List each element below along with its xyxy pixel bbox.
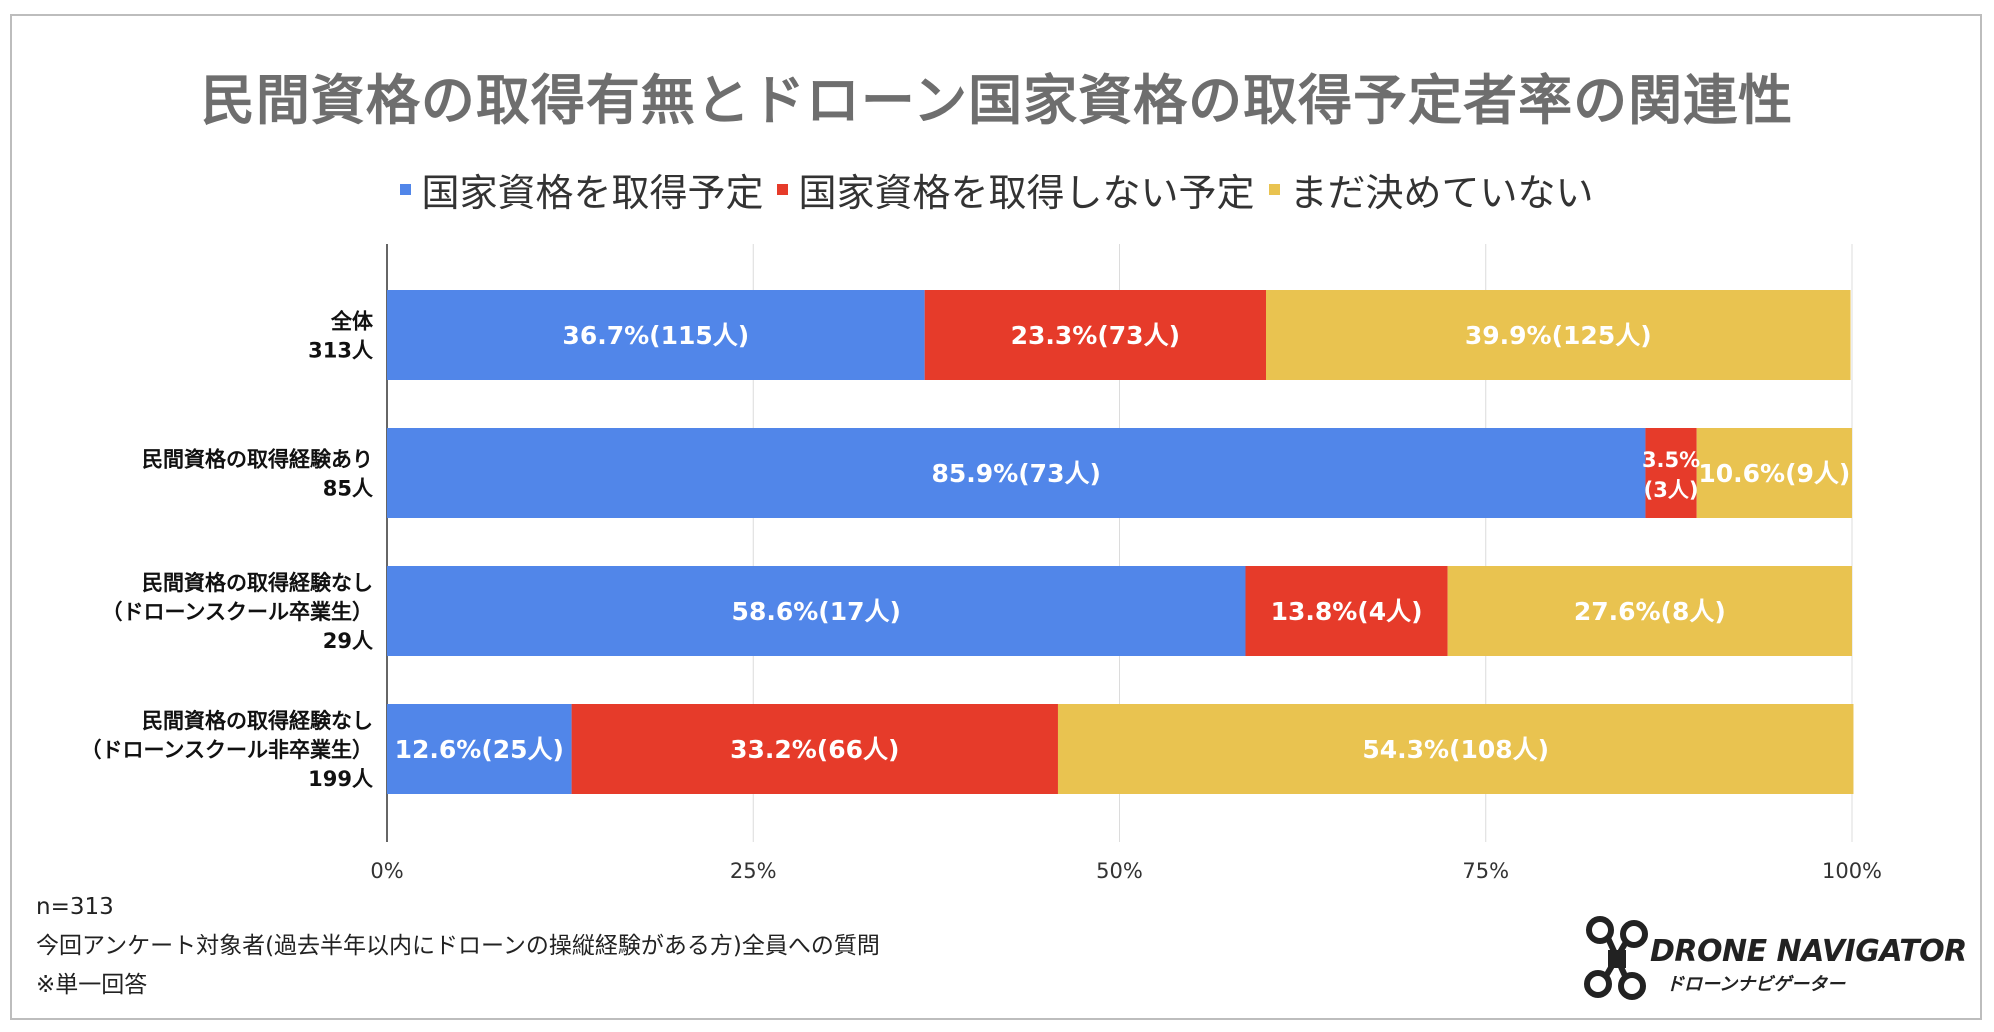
data-label: 58.6%(17人): [732, 597, 901, 626]
bar-segment: [387, 428, 1646, 518]
bar-segment: [1447, 566, 1852, 656]
sample-size-note: n=313: [36, 894, 114, 920]
bar-segment: [1645, 428, 1697, 518]
legend-swatch-red: [777, 184, 789, 195]
x-tick-label: 75%: [1462, 859, 1509, 883]
data-label: 23.3%(73人): [1011, 321, 1180, 350]
bar-segment: [571, 704, 1058, 794]
data-label: 3.5%: [1642, 448, 1700, 472]
logo-wordmark: DRONE NAVIGATOR: [1650, 934, 1967, 969]
legend-swatch-yellow: [1268, 184, 1280, 195]
bar-labels: 36.7%(115人) 23.3%(73人) 39.9%(125人) 85.9%(73…: [395, 321, 1851, 764]
category-label: （ドローンスクール卒業生）: [101, 600, 373, 624]
bar-segment: [924, 290, 1266, 380]
category-label: （ドローンスクール非卒業生）: [80, 738, 373, 762]
x-tick-label: 50%: [1096, 859, 1143, 883]
category-label: 29人: [323, 629, 373, 653]
data-label: (3人): [1644, 478, 1699, 502]
bar-segment: [1057, 704, 1854, 794]
category-label: 民間資格の取得経験なし: [142, 709, 373, 733]
category-label: 199人: [308, 767, 373, 791]
question-target-note: 今回アンケート対象者(過去半年以内にドローンの操縦経験がある方)全員への質問: [36, 933, 880, 959]
category-label: 85人: [323, 477, 373, 501]
data-label: 27.6%(8人): [1574, 597, 1726, 626]
footnotes: n=313 今回アンケート対象者(過去半年以内にドローンの操縦経験がある方)全員…: [36, 888, 880, 1005]
legend-item-not-planned: 国家資格を取得しない予定: [777, 162, 1255, 217]
legend-label: 国家資格を取得予定: [421, 171, 764, 215]
legend-swatch-blue: [400, 184, 412, 195]
data-label: 10.6%(9人): [1698, 459, 1850, 488]
data-label: 39.9%(125人): [1465, 321, 1652, 350]
data-label: 12.6%(25人): [395, 735, 564, 764]
bars: [387, 290, 1854, 794]
category-label: 313人: [308, 339, 373, 363]
data-label: 13.8%(4人): [1271, 597, 1423, 626]
category-label: 全体: [330, 310, 374, 334]
bar-segment: [1696, 428, 1852, 518]
answer-type-note: ※単一回答: [36, 972, 148, 998]
bar-segment: [1245, 566, 1448, 656]
legend-item-undecided: まだ決めていない: [1268, 162, 1594, 217]
category-label: 民間資格の取得経験あり: [142, 448, 373, 472]
bar-segment: [387, 290, 925, 380]
data-label: 54.3%(108人): [1362, 735, 1549, 764]
drone-logo-icon: [1584, 916, 1648, 1000]
data-label: 36.7%(115人): [562, 321, 749, 350]
data-label: 33.2%(66人): [730, 735, 899, 764]
x-tick-label: 25%: [730, 859, 777, 883]
legend-item-planned: 国家資格を取得予定: [400, 162, 763, 217]
x-tick-label: 0%: [370, 859, 403, 883]
legend-label: まだ決めていない: [1289, 171, 1594, 215]
x-tick-labels: 0% 25% 50% 75% 100%: [370, 859, 1882, 883]
legend-label: 国家資格を取得しない予定: [798, 171, 1255, 215]
x-tick-label: 100%: [1822, 859, 1882, 883]
chart-title: 民間資格の取得有無とドローン国家資格の取得予定者率の関連性: [200, 69, 1794, 132]
bar-segment: [1266, 290, 1851, 380]
category-label: 民間資格の取得経験なし: [142, 571, 373, 595]
bar-segment: [387, 566, 1246, 656]
bar-segment: [387, 704, 572, 794]
legend: 国家資格を取得予定 国家資格を取得しない予定 まだ決めていない: [0, 162, 1994, 217]
data-label: 85.9%(73人): [932, 459, 1101, 488]
logo-subtitle: ドローンナビゲーター: [1666, 974, 1846, 995]
